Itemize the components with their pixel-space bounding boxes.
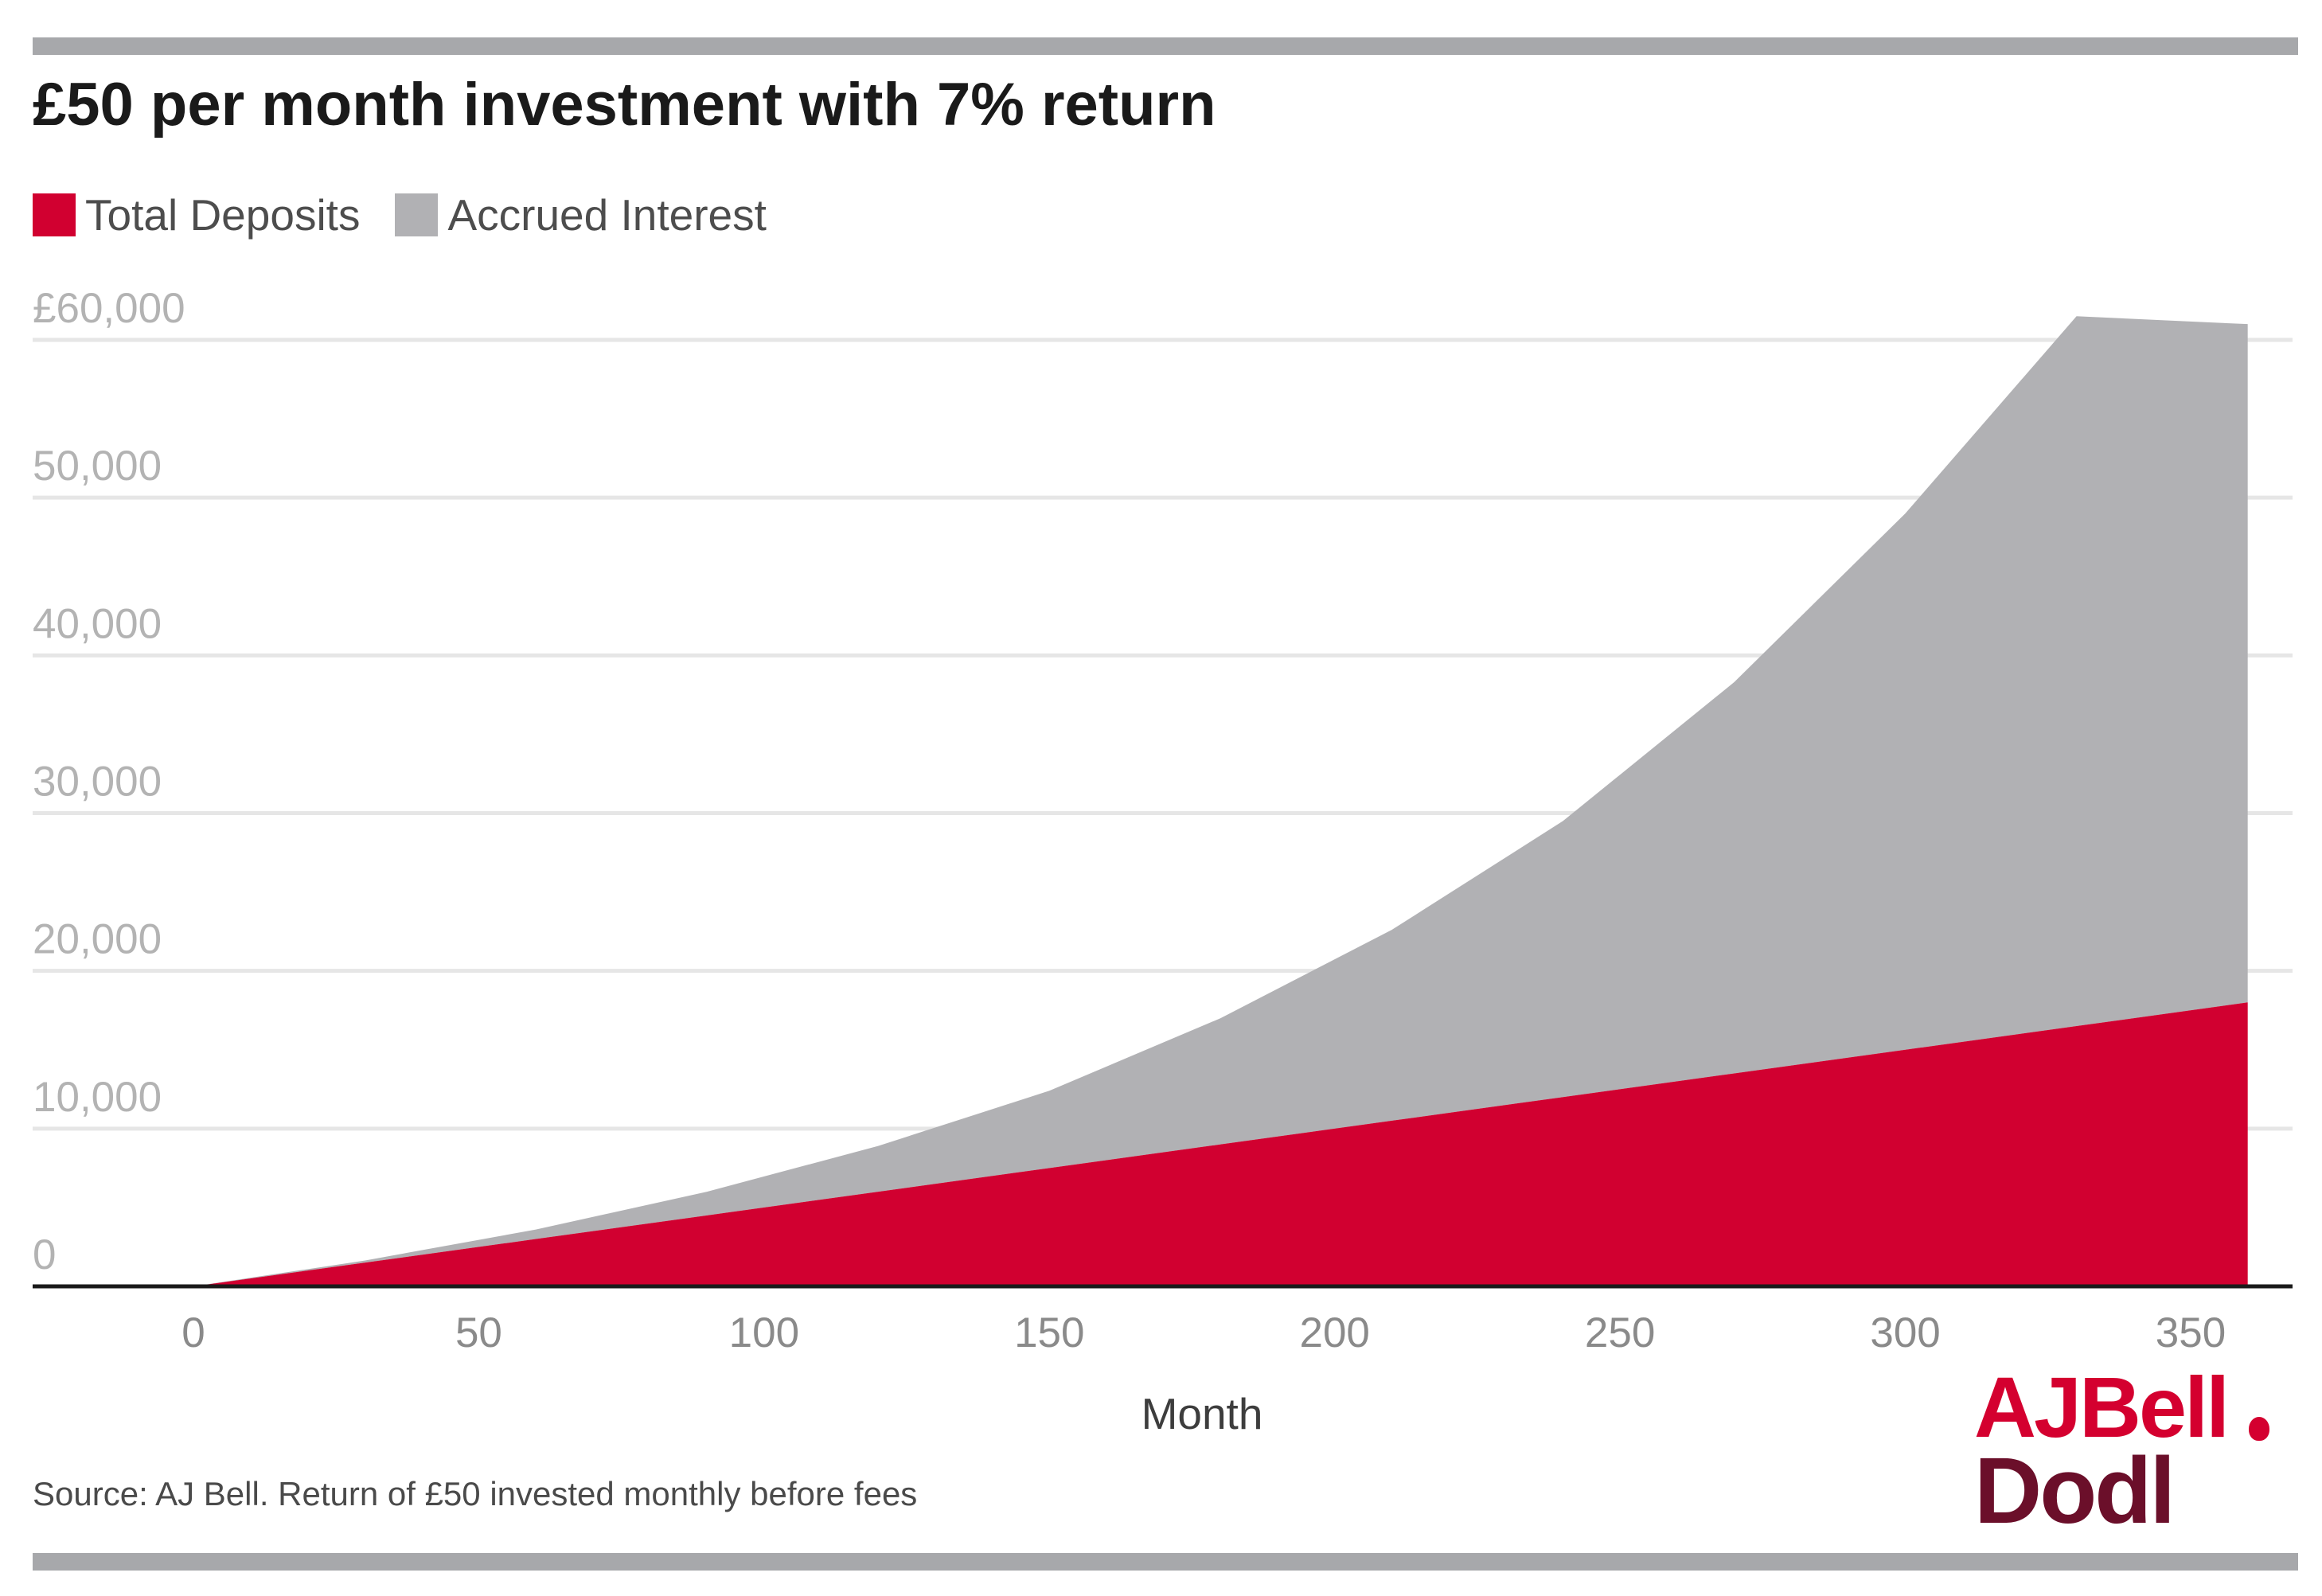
x-axis-title: Month bbox=[1141, 1389, 1263, 1438]
x-tick-label: 200 bbox=[1299, 1309, 1369, 1356]
y-tick-label: 10,000 bbox=[33, 1074, 162, 1121]
axes: 0 10,000 20,000 30,000 40,000 50,000 £60,000 0 5… bbox=[33, 285, 2293, 1438]
series-area-accrued-interest bbox=[193, 316, 2248, 1286]
logo-text-ajbell: AJBell bbox=[1974, 1359, 2230, 1455]
x-tick-label: 250 bbox=[1585, 1309, 1655, 1356]
x-tick-label: 100 bbox=[729, 1309, 799, 1356]
y-tick-label: 40,000 bbox=[33, 600, 162, 647]
chart-title: £50 per month investment with 7% return bbox=[33, 71, 1216, 139]
logo-bell-icon bbox=[2249, 1417, 2269, 1441]
top-rule bbox=[33, 37, 2298, 55]
source-note: Source: AJ Bell. Return of £50 invested … bbox=[33, 1475, 918, 1512]
x-tick-label: 150 bbox=[1014, 1309, 1084, 1356]
legend-swatch-total-deposits bbox=[33, 193, 76, 236]
aj-bell-dodl-logo: AJBell Dodl bbox=[1974, 1357, 2277, 1543]
y-tick-label: 0 bbox=[33, 1231, 56, 1278]
logo-text-dodl: Dodl bbox=[1974, 1438, 2176, 1543]
x-tick-label: 50 bbox=[455, 1309, 502, 1356]
x-tick-label: 350 bbox=[2156, 1309, 2226, 1356]
x-tick-label: 0 bbox=[181, 1309, 205, 1356]
legend-item-accrued-interest: Accrued Interest bbox=[395, 189, 767, 240]
legend-item-total-deposits: Total Deposits bbox=[33, 189, 360, 240]
y-tick-label: 50,000 bbox=[33, 443, 162, 490]
areas bbox=[193, 316, 2248, 1286]
legend-swatch-accrued-interest bbox=[395, 193, 439, 236]
legend: Total Deposits Accrued Interest bbox=[33, 189, 802, 240]
y-tick-label: £60,000 bbox=[33, 285, 185, 332]
x-tick-label: 300 bbox=[1870, 1309, 1940, 1356]
y-tick-label: 30,000 bbox=[33, 759, 162, 806]
legend-label-accrued-interest: Accrued Interest bbox=[447, 190, 767, 240]
bottom-rule bbox=[33, 1553, 2298, 1571]
series-area-total-deposits bbox=[193, 1002, 2248, 1286]
legend-label-total-deposits: Total Deposits bbox=[85, 190, 361, 240]
y-tick-label: 20,000 bbox=[33, 916, 162, 963]
